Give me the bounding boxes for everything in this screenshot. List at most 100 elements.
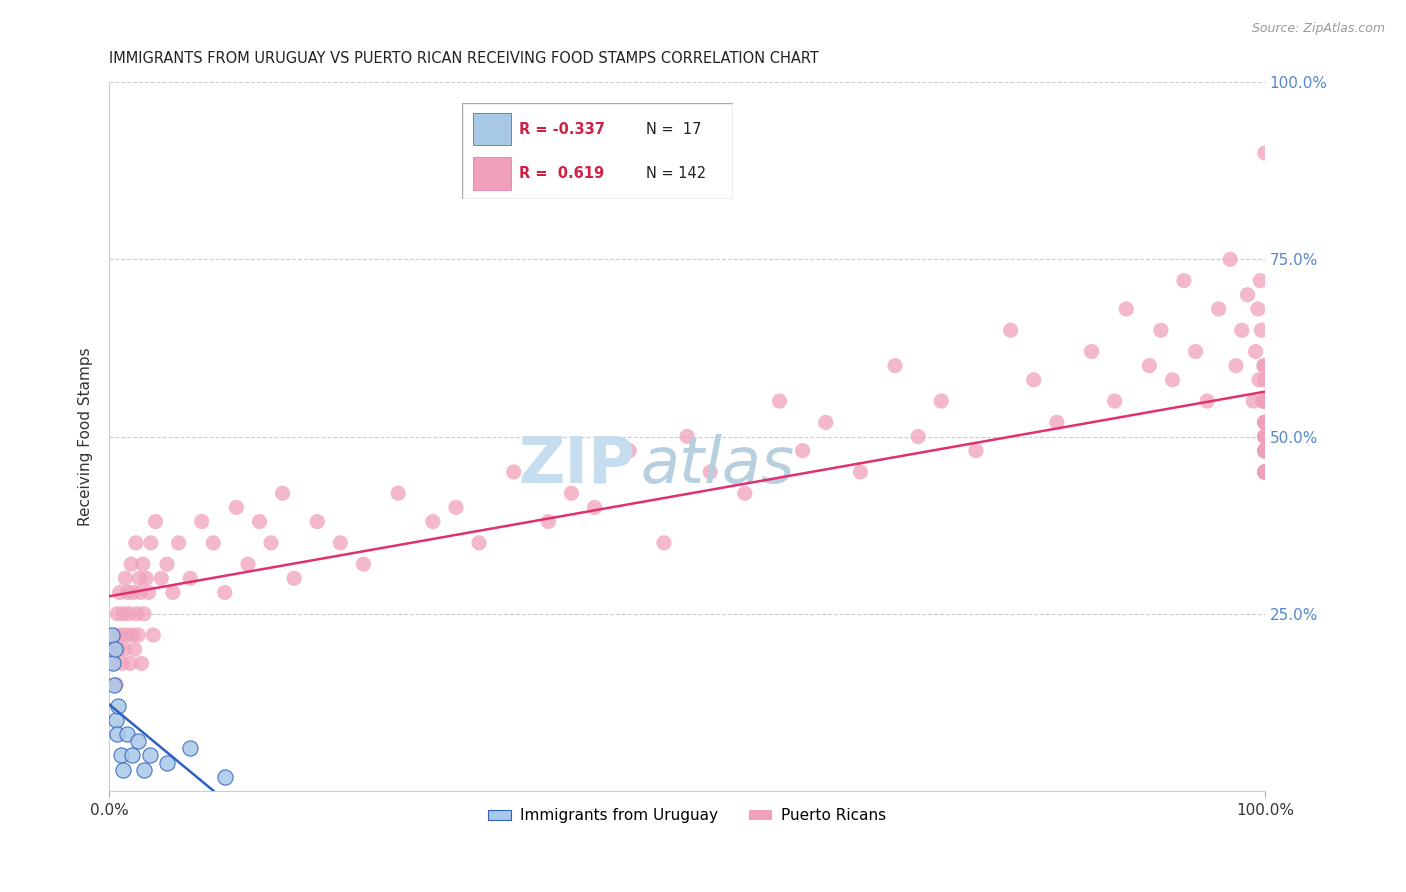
Point <box>1254 415 1277 429</box>
Point <box>132 763 155 777</box>
Point <box>249 515 271 529</box>
Point <box>139 536 162 550</box>
Point <box>1161 373 1184 387</box>
Point <box>112 642 135 657</box>
Point <box>1254 443 1277 458</box>
Point <box>1254 394 1277 409</box>
Point <box>103 678 125 692</box>
Point <box>1230 323 1253 337</box>
Point <box>110 628 132 642</box>
Point <box>768 394 790 409</box>
Point <box>1254 429 1277 443</box>
Point <box>127 734 149 748</box>
Point <box>1254 394 1277 409</box>
Point <box>1254 359 1277 373</box>
Point <box>156 557 179 571</box>
Point <box>734 486 756 500</box>
Point <box>1197 394 1219 409</box>
Point <box>214 770 236 784</box>
Point <box>150 571 173 585</box>
Point <box>121 748 143 763</box>
Point <box>1104 394 1126 409</box>
Point <box>387 486 409 500</box>
Point <box>167 536 190 550</box>
Point <box>1250 323 1272 337</box>
Point <box>1046 415 1069 429</box>
Point <box>1254 443 1277 458</box>
Point <box>699 465 721 479</box>
Point <box>1254 394 1277 409</box>
Point <box>122 585 145 599</box>
Point <box>444 500 467 515</box>
Point <box>236 557 259 571</box>
Point <box>225 500 247 515</box>
Point <box>1254 429 1277 443</box>
Point <box>1254 429 1277 443</box>
Point <box>1254 429 1277 443</box>
Point <box>202 536 225 550</box>
Point <box>1254 394 1277 409</box>
Point <box>1150 323 1173 337</box>
Point <box>1254 443 1277 458</box>
Point <box>104 628 127 642</box>
Point <box>652 536 675 550</box>
Point <box>849 465 872 479</box>
Point <box>179 571 201 585</box>
Point <box>1022 373 1045 387</box>
Point <box>560 486 582 500</box>
Point <box>107 642 129 657</box>
Point <box>1254 465 1277 479</box>
Point <box>1254 465 1277 479</box>
Point <box>1254 394 1277 409</box>
Point <box>792 443 814 458</box>
Point <box>1254 429 1277 443</box>
Point <box>1225 359 1247 373</box>
Point <box>1254 394 1277 409</box>
Point <box>1241 394 1264 409</box>
Point <box>112 607 135 621</box>
Point <box>111 657 134 671</box>
Point <box>422 515 444 529</box>
Point <box>1254 443 1277 458</box>
Point <box>1254 429 1277 443</box>
Point <box>214 585 236 599</box>
Point <box>1254 443 1277 458</box>
Point <box>101 642 124 657</box>
Point <box>127 628 149 642</box>
Point <box>162 585 184 599</box>
Point <box>114 571 136 585</box>
Point <box>1254 443 1277 458</box>
Y-axis label: Receiving Food Stamps: Receiving Food Stamps <box>79 347 93 526</box>
Point <box>105 727 128 741</box>
Point <box>156 756 179 770</box>
Point <box>124 642 146 657</box>
Point <box>1254 465 1277 479</box>
Point <box>125 536 148 550</box>
Point <box>1247 301 1270 316</box>
Point <box>1254 415 1277 429</box>
Point <box>107 698 129 713</box>
Text: atlas: atlas <box>641 434 794 496</box>
Point <box>103 657 125 671</box>
Point <box>1115 301 1137 316</box>
Point <box>1254 465 1277 479</box>
Point <box>1249 274 1271 288</box>
Point <box>329 536 352 550</box>
Text: Source: ZipAtlas.com: Source: ZipAtlas.com <box>1251 22 1385 36</box>
Point <box>129 585 152 599</box>
Point <box>1254 465 1277 479</box>
Point <box>907 429 929 443</box>
Point <box>138 585 160 599</box>
Point <box>105 713 128 727</box>
Point <box>1244 344 1267 359</box>
Point <box>1254 443 1277 458</box>
Point <box>115 727 138 741</box>
Point <box>118 607 141 621</box>
Point <box>135 571 157 585</box>
Point <box>353 557 375 571</box>
Point <box>537 515 560 529</box>
Point <box>101 657 124 671</box>
Point <box>1137 359 1160 373</box>
Point <box>260 536 283 550</box>
Point <box>179 741 201 756</box>
